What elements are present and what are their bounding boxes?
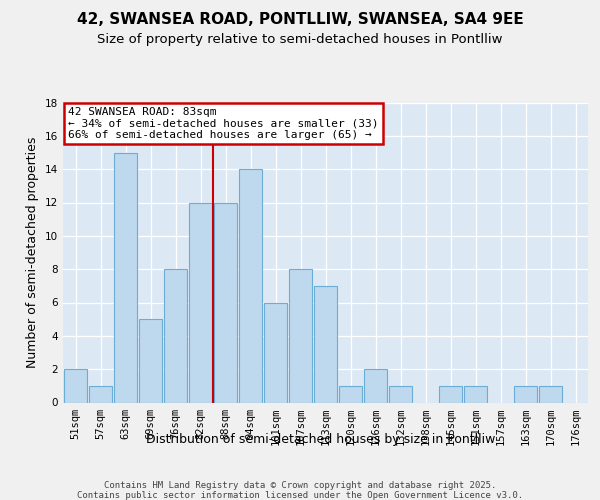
Bar [539,386,562,402]
Bar [164,269,187,402]
Bar [389,386,412,402]
Bar [439,386,462,402]
Text: Contains HM Land Registry data © Crown copyright and database right 2025.
Contai: Contains HM Land Registry data © Crown c… [77,481,523,500]
Bar [239,169,262,402]
Bar [114,152,137,402]
Bar [514,386,537,402]
Bar [314,286,337,403]
Text: 42 SWANSEA ROAD: 83sqm
← 34% of semi-detached houses are smaller (33)
66% of sem: 42 SWANSEA ROAD: 83sqm ← 34% of semi-det… [68,107,379,140]
Bar [339,386,362,402]
Text: 42, SWANSEA ROAD, PONTLLIW, SWANSEA, SA4 9EE: 42, SWANSEA ROAD, PONTLLIW, SWANSEA, SA4… [77,12,523,28]
Y-axis label: Number of semi-detached properties: Number of semi-detached properties [26,137,40,368]
Bar [189,202,212,402]
Bar [214,202,237,402]
Bar [139,319,162,402]
Bar [289,269,312,402]
Bar [464,386,487,402]
Text: Distribution of semi-detached houses by size in Pontlliw: Distribution of semi-detached houses by … [146,432,496,446]
Bar [264,302,287,402]
Bar [64,369,87,402]
Bar [89,386,112,402]
Text: Size of property relative to semi-detached houses in Pontlliw: Size of property relative to semi-detach… [97,32,503,46]
Bar [364,369,387,402]
